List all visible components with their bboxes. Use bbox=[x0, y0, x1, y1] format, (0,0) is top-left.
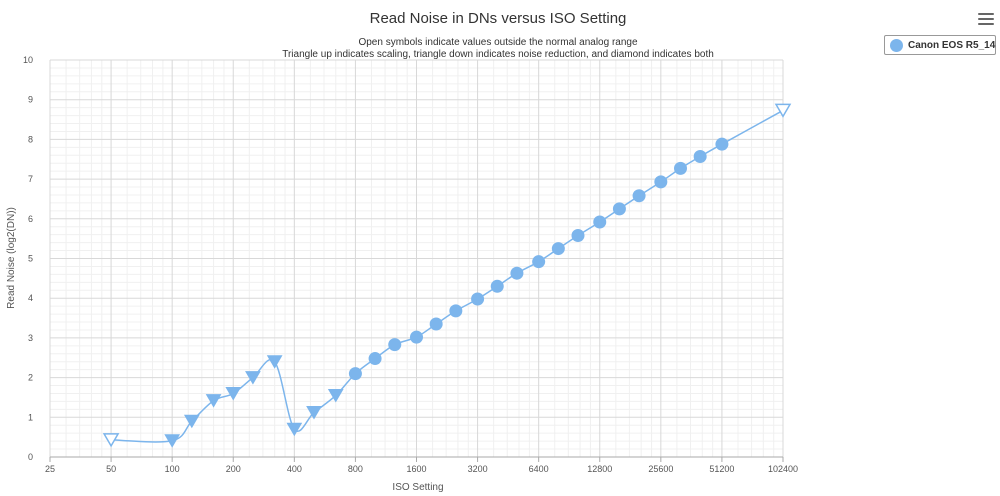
x-tick-label: 400 bbox=[287, 464, 302, 474]
x-tick-label: 6400 bbox=[529, 464, 549, 474]
data-point bbox=[654, 175, 668, 189]
data-point bbox=[490, 279, 504, 293]
hamburger-menu-icon-bar bbox=[978, 23, 994, 25]
series-markers bbox=[102, 103, 792, 448]
y-axis-title: Read Noise (log2(DN)) bbox=[6, 207, 17, 309]
data-point bbox=[429, 317, 443, 331]
x-tick-label: 25600 bbox=[648, 464, 673, 474]
data-point bbox=[673, 161, 687, 175]
x-tick-label: 100 bbox=[165, 464, 180, 474]
y-tick-label: 5 bbox=[28, 254, 33, 264]
grid-lines bbox=[49, 59, 784, 458]
y-tick-label: 7 bbox=[28, 174, 33, 184]
y-tick-label: 9 bbox=[28, 95, 33, 105]
hamburger-menu-icon bbox=[978, 13, 994, 15]
chart-title: Read Noise in DNs versus ISO Setting bbox=[370, 10, 627, 27]
x-tick-label: 800 bbox=[348, 464, 363, 474]
y-tick-label: 8 bbox=[28, 134, 33, 144]
data-point bbox=[410, 330, 423, 344]
legend-label: Canon EOS R5_14 bbox=[908, 39, 996, 51]
y-tick-label: 0 bbox=[28, 452, 33, 462]
chart-subtitle-line-1: Open symbols indicate values outside the… bbox=[358, 37, 637, 48]
data-point bbox=[510, 266, 524, 280]
axes: 0 1 2 3 4 5 6 7 8 9 10 25 50 100 200 400 800 1600 3200 6400… bbox=[23, 55, 798, 474]
data-point bbox=[693, 149, 707, 163]
series-line-canon-eos-r5-14 bbox=[111, 109, 784, 443]
x-tick-label: 12800 bbox=[587, 464, 612, 474]
x-tick-label: 51200 bbox=[709, 464, 734, 474]
data-point-open-triangle-down bbox=[102, 433, 120, 448]
data-point bbox=[551, 242, 565, 256]
chart-subtitle-line-2: Triangle up indicates scaling, triangle … bbox=[282, 49, 714, 60]
x-tick-label: 50 bbox=[106, 464, 116, 474]
y-tick-label: 10 bbox=[23, 55, 33, 65]
data-point bbox=[471, 292, 485, 306]
legend-item-canon-eos-r5-14[interactable]: Canon EOS R5_14 bbox=[884, 35, 996, 55]
y-tick-label: 4 bbox=[28, 293, 33, 303]
y-tick-label: 3 bbox=[28, 333, 33, 343]
x-tick-label: 3200 bbox=[468, 464, 488, 474]
data-point-triangle-down bbox=[245, 371, 261, 385]
data-point bbox=[612, 202, 626, 216]
data-point-triangle-down bbox=[306, 406, 322, 420]
data-point bbox=[449, 304, 463, 318]
legend-circle-icon bbox=[890, 38, 903, 52]
data-point-triangle-down bbox=[266, 355, 283, 369]
y-tick-label: 6 bbox=[28, 214, 33, 224]
x-tick-label: 25 bbox=[45, 464, 55, 474]
x-tick-label: 1600 bbox=[406, 464, 426, 474]
data-point bbox=[532, 255, 546, 269]
data-point-triangle-down bbox=[164, 434, 181, 448]
chart-menu-button[interactable] bbox=[978, 13, 994, 27]
data-point-triangle-down bbox=[183, 414, 200, 429]
data-point-triangle-down bbox=[225, 386, 242, 401]
data-point bbox=[388, 338, 402, 352]
x-axis-title: ISO Setting bbox=[392, 482, 443, 493]
y-tick-label: 2 bbox=[28, 373, 33, 383]
data-point-triangle-down bbox=[286, 422, 303, 437]
data-point bbox=[571, 228, 585, 242]
data-point bbox=[348, 367, 362, 381]
data-point bbox=[632, 189, 646, 203]
data-point bbox=[593, 215, 607, 229]
data-point-triangle-down bbox=[205, 394, 222, 408]
x-tick-label: 200 bbox=[226, 464, 241, 474]
y-tick-label: 1 bbox=[28, 412, 33, 422]
data-point bbox=[368, 352, 382, 366]
data-point-open-triangle-down bbox=[774, 103, 792, 118]
hamburger-menu-icon-bar bbox=[978, 18, 994, 20]
data-point-triangle-down bbox=[327, 388, 344, 403]
x-tick-label: 102400 bbox=[768, 464, 798, 474]
data-point bbox=[715, 137, 729, 151]
